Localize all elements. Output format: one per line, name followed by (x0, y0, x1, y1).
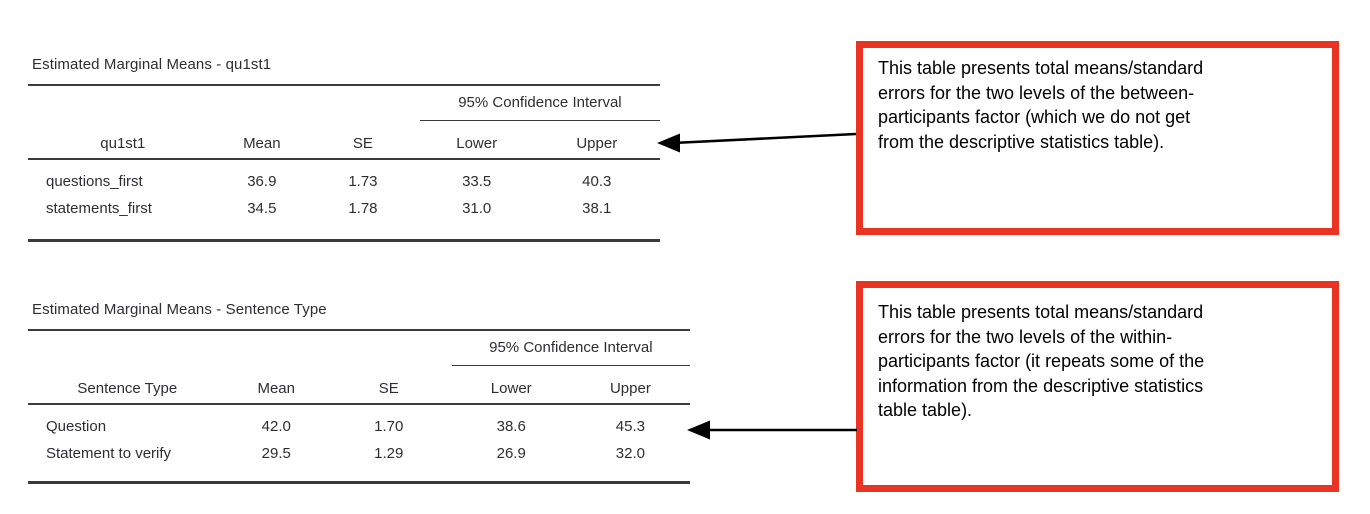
cell-mean: 34.5 (247, 200, 277, 217)
table-title: Estimated Marginal Means - Sentence Type (32, 301, 327, 318)
row-label: Question (46, 418, 107, 435)
ci-header-row: 95% Confidence Interval (28, 331, 690, 366)
cell-se: 1.29 (374, 445, 404, 462)
cell-lower: 26.9 (496, 445, 526, 462)
left-arrow-icon (657, 132, 857, 153)
table-header-row: qu1st1 Mean SE Lower Upper (28, 121, 660, 158)
col-header-upper: Upper (576, 135, 618, 152)
table-row: questions_first 36.9 1.73 33.5 40.3 (28, 168, 660, 195)
table-bottom-rule (28, 481, 690, 484)
col-header-upper: Upper (609, 380, 651, 397)
cell-se: 1.70 (374, 418, 404, 435)
table-header-rule (28, 158, 660, 160)
cell-upper: 45.3 (615, 418, 645, 435)
cell-upper: 32.0 (615, 445, 645, 462)
emm-table-sentence-type: Estimated Marginal Means - Sentence Type… (28, 301, 690, 484)
col-header-factor: Sentence Type (77, 380, 178, 397)
cell-upper: 40.3 (582, 173, 612, 190)
annotation-box-between: This table presents total means/standard… (856, 41, 1339, 235)
col-header-se: SE (352, 135, 373, 152)
table-top-rule (28, 84, 660, 86)
table-header-rule (28, 403, 690, 405)
col-header-mean: Mean (243, 135, 281, 152)
cell-se: 1.73 (348, 173, 378, 190)
annotation-box-within: This table presents total means/standard… (856, 281, 1339, 492)
row-label: Statement to verify (46, 445, 172, 462)
ci-header: 95% Confidence Interval (419, 94, 660, 121)
table-bottom-rule (28, 239, 660, 242)
annotation-text: This table presents total means/standard… (878, 302, 1205, 420)
cell-lower: 38.6 (496, 418, 526, 435)
cell-upper: 38.1 (582, 200, 612, 217)
cell-se: 1.78 (348, 200, 378, 217)
table-row: Question 42.0 1.70 38.6 45.3 (28, 413, 690, 440)
left-arrow-icon (687, 420, 857, 440)
col-header-factor: qu1st1 (100, 135, 146, 152)
cell-mean: 29.5 (261, 445, 291, 462)
cell-lower: 33.5 (462, 173, 492, 190)
row-label: questions_first (46, 173, 143, 190)
table-row: Statement to verify 29.5 1.29 26.9 32.0 (28, 440, 690, 467)
cell-mean: 42.0 (261, 418, 291, 435)
ci-header: 95% Confidence Interval (451, 339, 690, 366)
emm-table-qu1st1: Estimated Marginal Means - qu1st1 95% Co… (28, 56, 660, 242)
col-header-se: SE (378, 380, 399, 397)
row-label: statements_first (46, 200, 152, 217)
col-header-mean: Mean (257, 380, 295, 397)
cell-lower: 31.0 (462, 200, 492, 217)
cell-mean: 36.9 (247, 173, 277, 190)
col-header-lower: Lower (490, 380, 532, 397)
table-top-rule (28, 329, 690, 331)
table-row: statements_first 34.5 1.78 31.0 38.1 (28, 195, 660, 222)
annotation-text: This table presents total means/standard… (878, 58, 1204, 152)
table-title: Estimated Marginal Means - qu1st1 (32, 56, 272, 73)
ci-header-row: 95% Confidence Interval (28, 86, 660, 121)
col-header-lower: Lower (456, 135, 498, 152)
table-header-row: Sentence Type Mean SE Lower Upper (28, 366, 690, 403)
